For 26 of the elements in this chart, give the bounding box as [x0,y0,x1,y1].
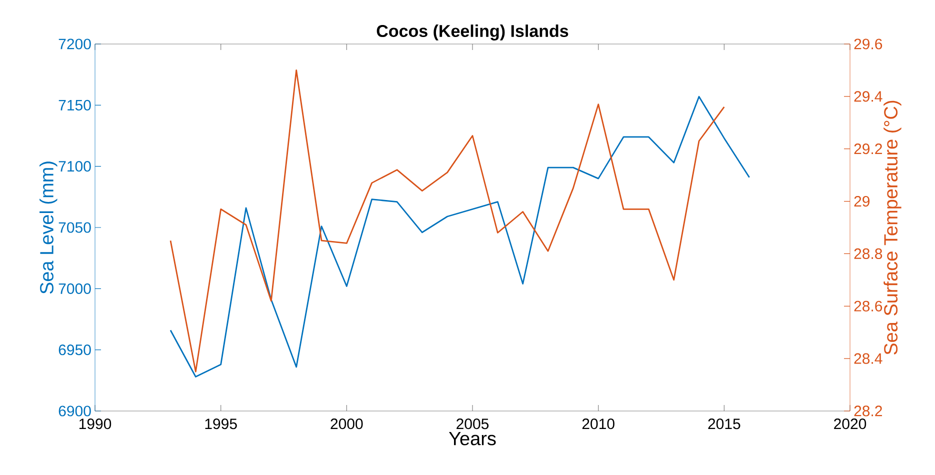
y2-tick-label: 28.4 [854,353,882,364]
y2-tick-label: 28.2 [854,406,882,416]
y2-tick-label: 29.4 [854,91,882,102]
y-tick-label: 6900 [58,406,91,416]
y-tick-label: 7100 [58,161,91,172]
y2-tick-label: 29.2 [854,144,882,154]
y-tick-label: 7200 [58,38,91,50]
y2-tick-label: 29 [854,196,870,207]
x-tick-label: 2010 [582,418,614,430]
x-tick-label: 2015 [708,418,740,430]
y-tick-label: 7000 [58,283,91,294]
y2-tick-label: 28.6 [854,300,882,312]
y-axis-title: Sea Level (mm) [40,162,58,294]
y-tick-label: 7050 [58,222,91,233]
y2-axis-title: Sea Surface Temperature (°C) [884,100,902,355]
y2-tick-label: 28.8 [854,248,882,260]
x-tick-label: 1995 [205,418,237,430]
y-tick-label: 7150 [58,100,91,110]
x-axis-title: Years [448,432,496,446]
y2-tick-label: 29.6 [854,38,882,50]
chart-title: Cocos (Keeling) Islands [376,24,568,40]
x-tick-label: 2000 [330,418,363,430]
y-tick-label: 6950 [58,344,91,356]
x-tick-label: 2005 [456,418,489,430]
x-tick-label: 2020 [834,418,866,430]
x-tick-label: 1990 [79,418,112,430]
